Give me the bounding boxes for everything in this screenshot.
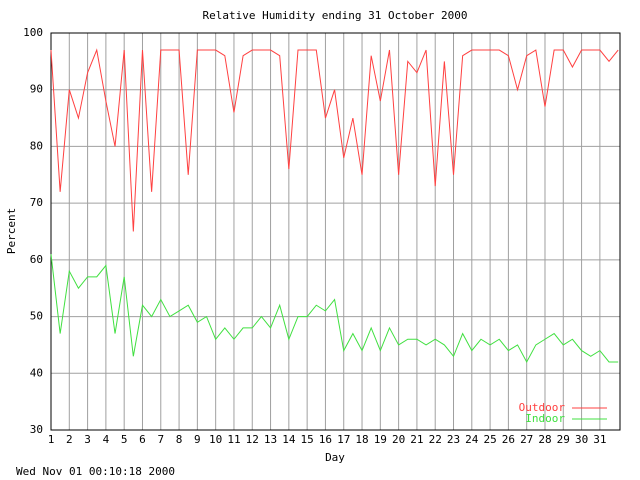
data-line <box>50 254 619 363</box>
y-tick-label: 70 <box>30 196 43 209</box>
y-tick-label: 30 <box>30 423 43 436</box>
x-tick-label: 17 <box>337 433 350 446</box>
y-tick-label: 90 <box>30 83 43 96</box>
x-tick-label: 1 <box>48 433 55 446</box>
x-tick-label: 19 <box>374 433 387 446</box>
y-tick-label: 60 <box>30 253 43 266</box>
x-tick-label: 13 <box>264 433 277 446</box>
x-tick-label: 30 <box>575 433 588 446</box>
x-tick-label: 3 <box>84 433 91 446</box>
x-tick-label: 25 <box>483 433 496 446</box>
x-tick-label: 12 <box>246 433 259 446</box>
x-tick-label: 2 <box>66 433 73 446</box>
x-axis-label: Day <box>325 451 345 464</box>
x-tick-label: 23 <box>447 433 460 446</box>
legend-label: Indoor <box>525 412 565 425</box>
y-tick-label: 80 <box>30 139 43 152</box>
x-tick-label: 4 <box>103 433 110 446</box>
x-tick-label: 28 <box>538 433 551 446</box>
x-tick-label: 18 <box>355 433 368 446</box>
x-tick-label: 15 <box>301 433 314 446</box>
x-tick-label: 29 <box>557 433 570 446</box>
x-tick-label: 21 <box>410 433 423 446</box>
x-tick-label: 9 <box>194 433 201 446</box>
y-tick-label: 100 <box>23 26 43 39</box>
x-tick-label: 10 <box>209 433 222 446</box>
x-tick-label: 27 <box>520 433 533 446</box>
legend-label: Outdoor <box>519 401 566 414</box>
x-tick-label: 16 <box>319 433 332 446</box>
y-axis-label: Percent <box>5 208 18 254</box>
x-tick-label: 31 <box>593 433 606 446</box>
y-tick-label: 40 <box>30 366 43 379</box>
x-tick-label: 22 <box>429 433 442 446</box>
chart-title: Relative Humidity ending 31 October 2000 <box>203 9 468 22</box>
y-tick-label: 50 <box>30 310 43 323</box>
x-tick-label: 7 <box>157 433 164 446</box>
x-tick-label: 24 <box>465 433 479 446</box>
x-tick-label: 8 <box>176 433 183 446</box>
x-tick-label: 5 <box>121 433 128 446</box>
plot-frame <box>50 32 621 431</box>
data-line <box>50 48 619 232</box>
x-tick-label: 14 <box>282 433 296 446</box>
timestamp: Wed Nov 01 00:10:18 2000 <box>16 465 175 478</box>
x-tick-label: 20 <box>392 433 405 446</box>
x-tick-label: 26 <box>502 433 515 446</box>
x-tick-label: 6 <box>139 433 146 446</box>
x-tick-label: 11 <box>227 433 240 446</box>
